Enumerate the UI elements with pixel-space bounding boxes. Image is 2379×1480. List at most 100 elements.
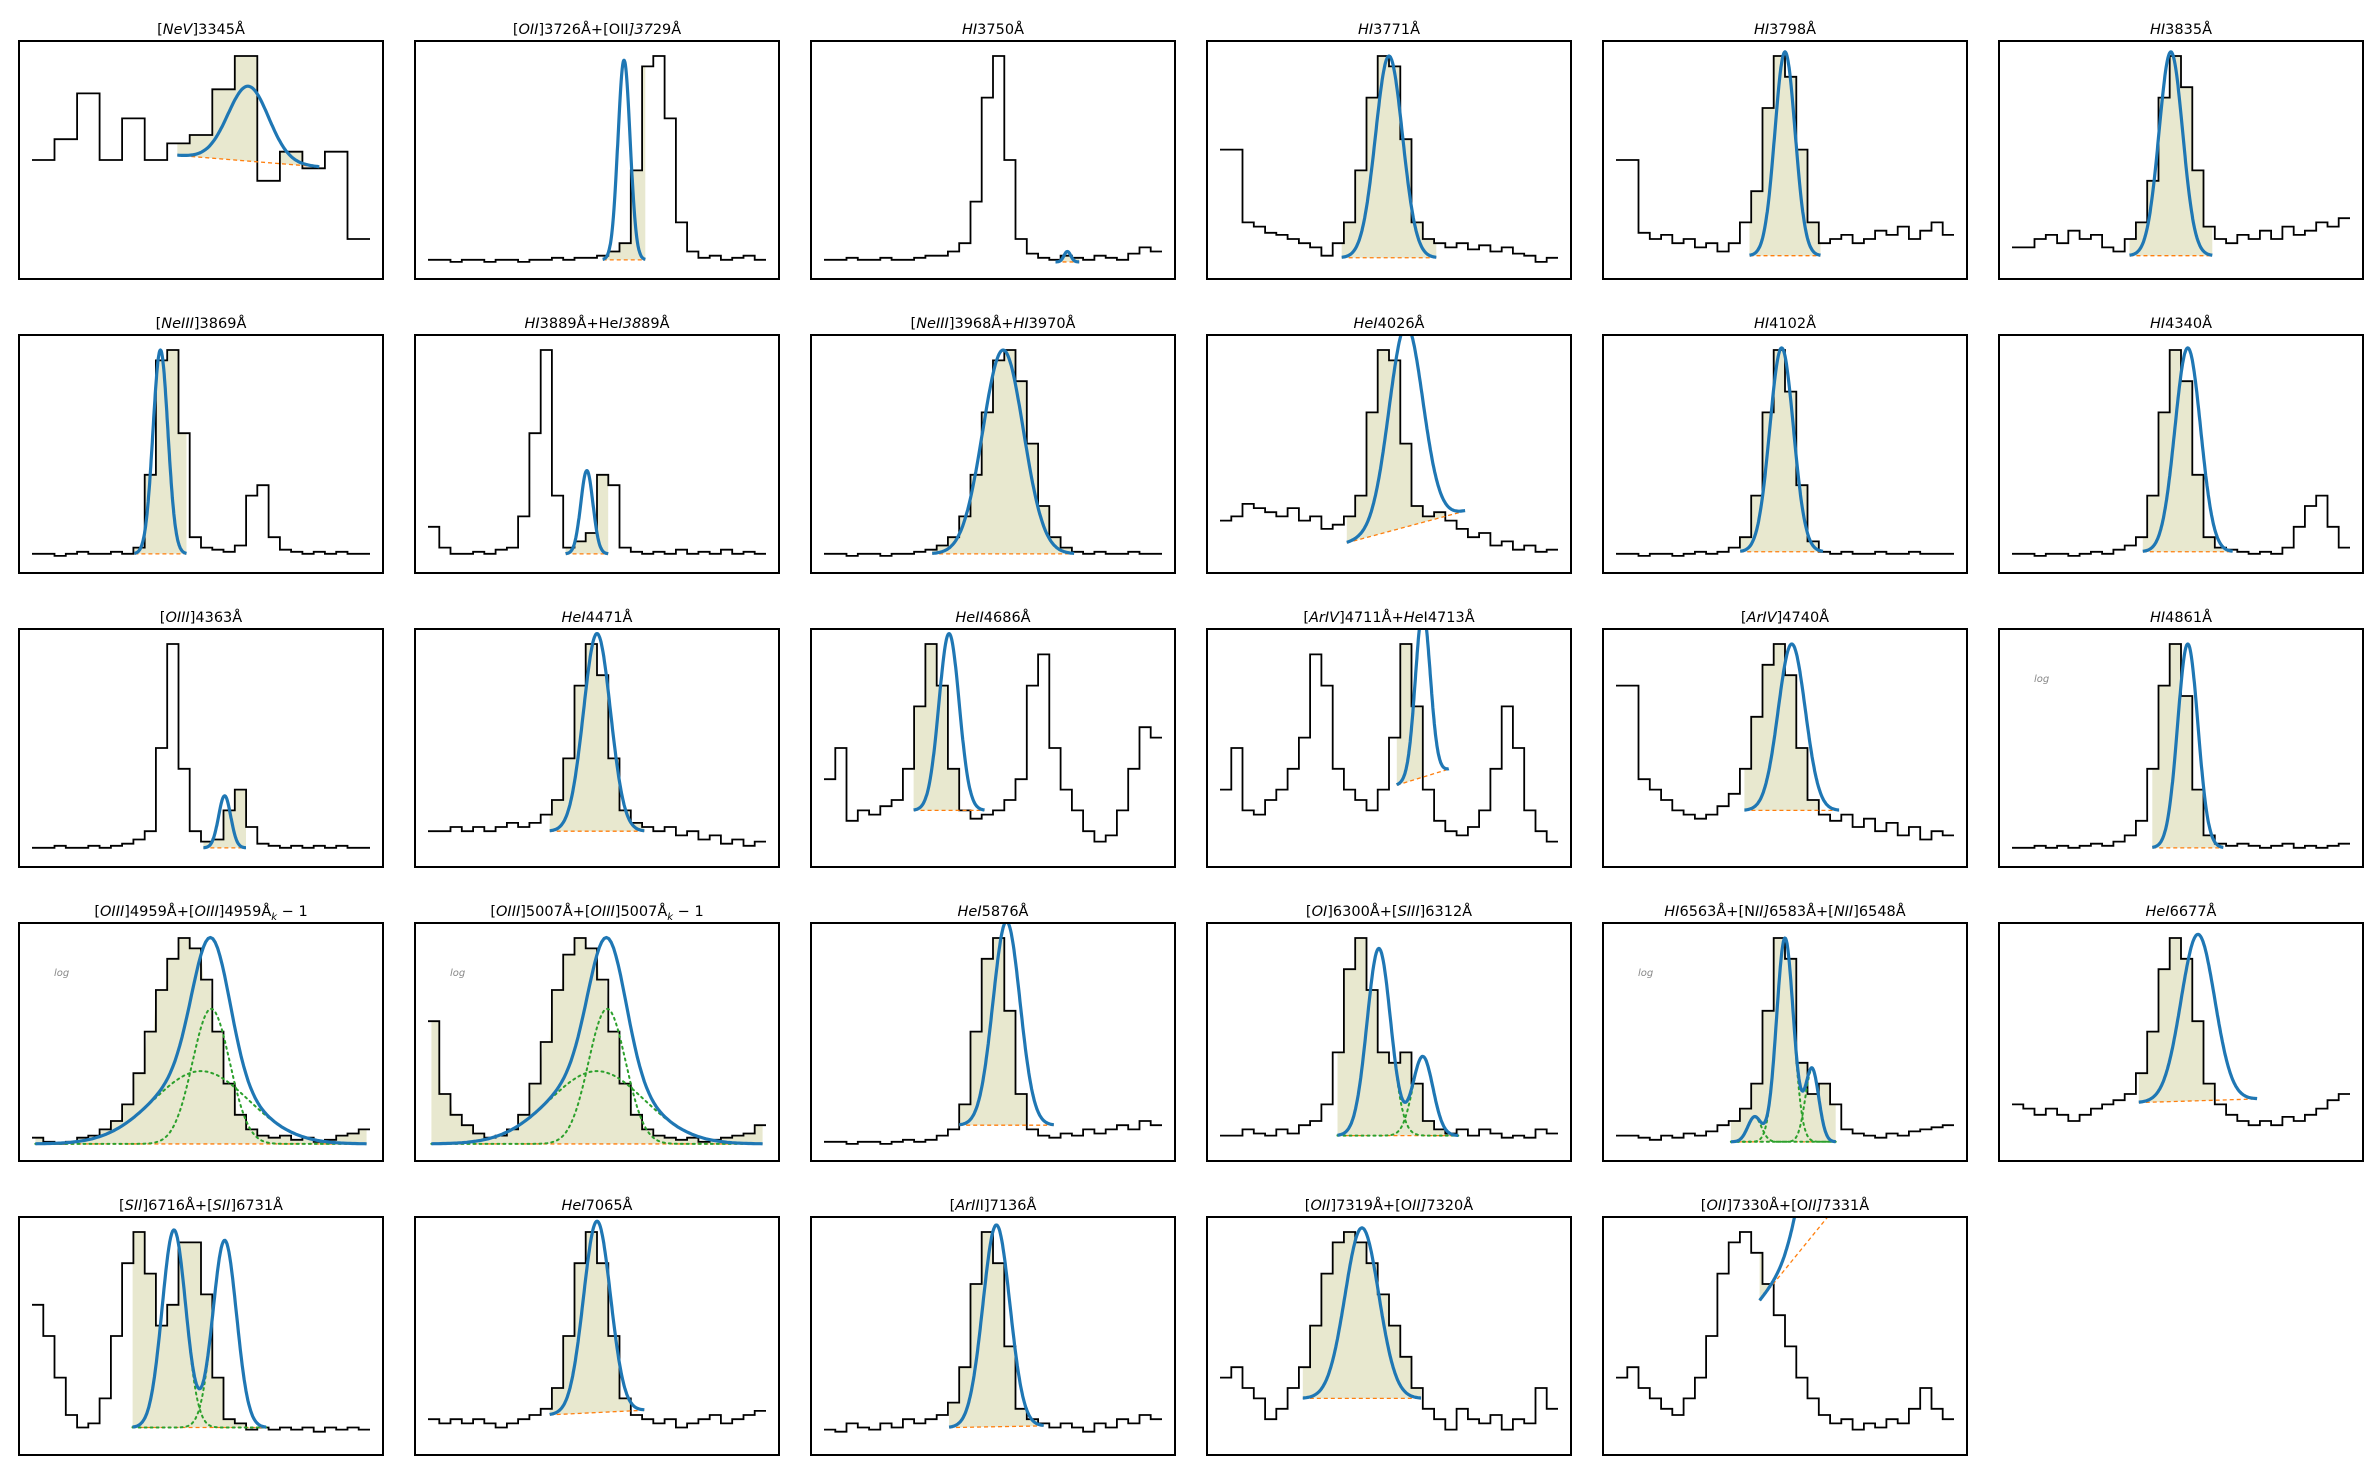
data-step-line bbox=[824, 349, 1162, 557]
plot-area bbox=[810, 40, 1176, 280]
plot-area bbox=[810, 334, 1176, 574]
spectrum-panel: HI3835Å bbox=[1998, 20, 2364, 280]
data-step-line bbox=[824, 55, 1162, 261]
spectrum-panel: HeI4026Å bbox=[1206, 314, 1572, 574]
data-step-line bbox=[428, 349, 766, 555]
flux-fill bbox=[2129, 56, 2213, 256]
flux-fill bbox=[949, 1232, 1044, 1428]
flux-fill bbox=[2138, 938, 2258, 1103]
panel-title: [NeV]3345Å bbox=[157, 22, 245, 38]
continuum-line bbox=[2138, 1098, 2258, 1104]
data-step-line bbox=[824, 1231, 1162, 1433]
flux-fill bbox=[35, 938, 367, 1144]
panel-title: [SII]6716Å+[SII]6731Å bbox=[119, 1198, 283, 1214]
flux-fill bbox=[1749, 56, 1821, 256]
continuum-line bbox=[949, 1425, 1044, 1429]
data-step-line bbox=[32, 55, 370, 240]
data-step-line bbox=[1616, 1231, 1954, 1431]
spectrum-panel: [SII]6716Å+[SII]6731Å bbox=[18, 1196, 384, 1456]
spectrum-svg bbox=[824, 631, 1162, 843]
flux-fill bbox=[1730, 938, 1836, 1142]
spectrum-svg bbox=[1616, 346, 1954, 557]
plot-area bbox=[1206, 922, 1572, 1162]
fit-curve bbox=[1739, 346, 1824, 553]
spectrum-panel: HeI6677Å bbox=[1998, 902, 2364, 1162]
fit-curve bbox=[564, 469, 610, 556]
fit-curve bbox=[931, 348, 1075, 555]
fit-curve bbox=[1340, 54, 1438, 259]
spectrum-svg bbox=[824, 55, 1162, 264]
spectrum-panel: HI4861Å log bbox=[1998, 608, 2364, 868]
plot-area bbox=[810, 922, 1176, 1162]
spectrum-svg bbox=[32, 643, 370, 850]
data-step-line bbox=[428, 55, 766, 263]
plot-area bbox=[18, 40, 384, 280]
plot-area bbox=[1602, 334, 1968, 574]
spectrum-svg bbox=[428, 349, 766, 556]
data-step-line bbox=[1220, 349, 1558, 553]
spectrum-panel: HeI4471Å bbox=[414, 608, 780, 868]
spectrum-svg bbox=[2012, 346, 2350, 557]
spectrum-svg bbox=[428, 935, 766, 1146]
data-step-line bbox=[824, 937, 1162, 1145]
fit-curve bbox=[131, 1228, 267, 1429]
data-step-line bbox=[1220, 55, 1558, 263]
flux-fill bbox=[1337, 938, 1459, 1136]
spectrum-svg bbox=[1220, 336, 1558, 553]
fit-curve bbox=[2151, 642, 2225, 849]
data-step-line bbox=[428, 1231, 766, 1429]
spectrum-svg bbox=[1220, 937, 1558, 1139]
spectrum-panel: HI3771Å bbox=[1206, 20, 1572, 280]
panel-title: [OII]3726Å+[OII]3729Å bbox=[512, 22, 682, 38]
panel-title: HI3889Å+HeI3889Å bbox=[524, 316, 670, 332]
spectrum-panel: [OIII]4363Å bbox=[18, 608, 384, 868]
panel-title: HeI4026Å bbox=[1353, 316, 1425, 332]
panel-title: HeI5876Å bbox=[957, 904, 1029, 920]
plot-area bbox=[1206, 334, 1572, 574]
panel-title: [OIII]4959Å+[OIII]4959Åk − 1 bbox=[94, 904, 308, 923]
spectrum-panel: [OIII]4959Å+[OIII]4959Åk − 1 log bbox=[18, 902, 384, 1162]
fit-curve bbox=[2128, 50, 2214, 257]
plot-area bbox=[1206, 628, 1572, 868]
data-step-line bbox=[1616, 643, 1954, 841]
spectrum-panel: [OII]3726Å+[OII]3729Å bbox=[414, 20, 780, 280]
data-step-line bbox=[1220, 643, 1558, 843]
component-curve bbox=[34, 1007, 368, 1145]
panel-title: [NeIII]3968Å+HI3970Å bbox=[910, 316, 1076, 332]
plot-area bbox=[1998, 334, 2364, 574]
continuum-line bbox=[1396, 768, 1450, 786]
fit-curve bbox=[1758, 1218, 1796, 1302]
data-step-line bbox=[32, 1231, 370, 1433]
plot-area bbox=[1998, 40, 2364, 280]
fit-curve bbox=[1346, 336, 1466, 544]
flux-fill bbox=[2142, 350, 2233, 552]
spectrum-svg bbox=[428, 1219, 766, 1429]
spectrum-svg bbox=[1616, 50, 1954, 257]
panel-title: [OIII]4363Å bbox=[159, 610, 243, 626]
plot-area bbox=[414, 40, 780, 280]
plot-area bbox=[810, 1216, 1176, 1456]
fit-curve bbox=[1743, 642, 1840, 812]
panel-title: HeII4686Å bbox=[955, 610, 1031, 626]
flux-fill bbox=[565, 474, 609, 554]
panel-title: [ArIV]4740Å bbox=[1740, 610, 1830, 626]
spectrum-panel: [NeV]3345Å bbox=[18, 20, 384, 280]
fit-curve bbox=[1054, 249, 1081, 264]
spectrum-svg bbox=[1220, 54, 1558, 263]
spectrum-panel: [NeIII]3869Å bbox=[18, 314, 384, 574]
spectrum-panel: [ArIV]4711Å+HeI4713Å bbox=[1206, 608, 1572, 868]
panel-title: HI3835Å bbox=[2149, 22, 2212, 38]
spectrum-svg bbox=[824, 1223, 1162, 1433]
panel-title: [OII]7330Å+[OII]7331Å bbox=[1700, 1198, 1870, 1214]
panel-title: [OIII]5007Å+[OIII]5007Åk − 1 bbox=[490, 904, 704, 923]
plot-area bbox=[414, 628, 780, 868]
spectrum-panel: [OI]6300Å+[SIII]6312Å bbox=[1206, 902, 1572, 1162]
spectrum-svg bbox=[32, 55, 370, 240]
data-step-line bbox=[2012, 55, 2350, 253]
panel-title: HI3750Å bbox=[961, 22, 1024, 38]
plot-area: log bbox=[1602, 922, 1968, 1162]
flux-fill bbox=[1744, 644, 1840, 811]
flux-fill bbox=[1740, 350, 1823, 552]
fit-curve bbox=[1302, 1226, 1422, 1400]
fit-curve bbox=[1730, 936, 1837, 1144]
